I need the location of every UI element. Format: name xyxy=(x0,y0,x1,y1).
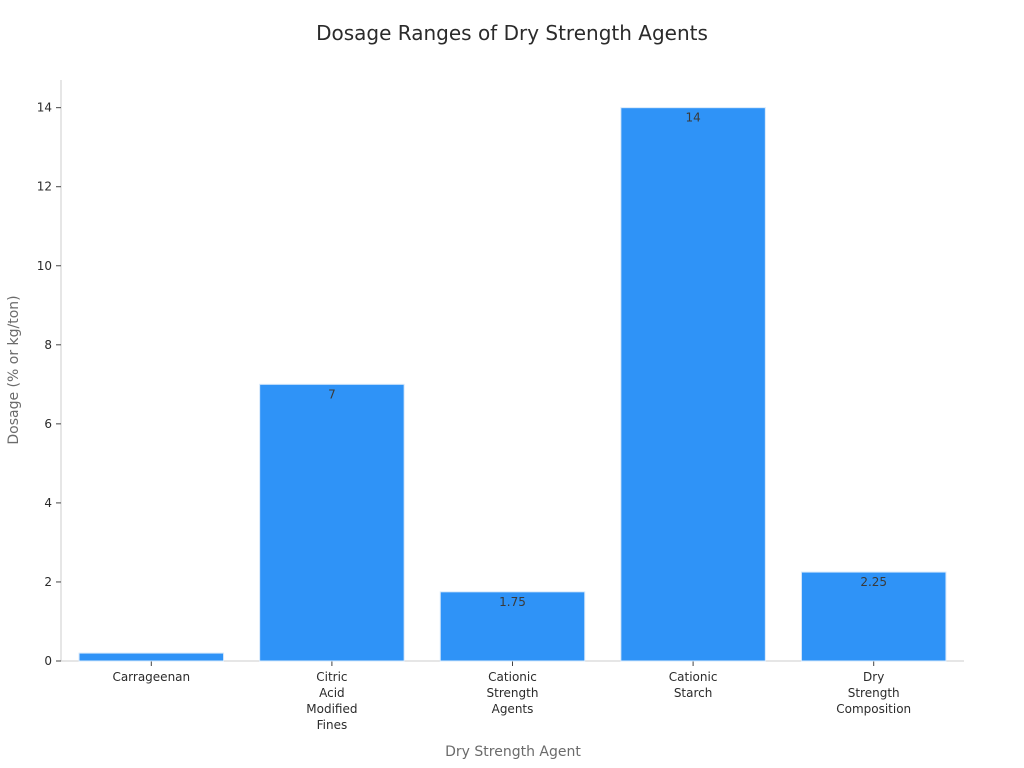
y-tick-label: 4 xyxy=(44,496,52,510)
x-tick-label-line: Dry xyxy=(863,670,884,684)
x-tick-label: Carrageenan xyxy=(112,670,190,684)
y-tick-label: 10 xyxy=(37,259,52,273)
x-tick-label-line: Citric xyxy=(316,670,347,684)
y-tick-label: 2 xyxy=(44,575,52,589)
x-tick-label-line: Acid xyxy=(319,686,345,700)
data-label: 2.25 xyxy=(860,575,887,589)
x-tick-label-line: Strength xyxy=(487,686,539,700)
x-tick-label-line: Cationic xyxy=(669,670,718,684)
x-tick-label-line: Cationic xyxy=(488,670,537,684)
x-tick-label: Citric Acid Modified Fines xyxy=(306,670,357,732)
data-label: 14 xyxy=(685,111,700,125)
x-axis-title: Dry Strength Agent xyxy=(445,744,581,760)
x-tick-label: Cationic Strength Agents xyxy=(487,670,539,716)
x-tick-label-line: Strength xyxy=(848,686,900,700)
data-label: 1.75 xyxy=(499,595,526,609)
x-tick-label-line: Modified xyxy=(306,702,357,716)
x-tick-label: Cationic Starch xyxy=(669,670,718,700)
data-labels: 7 1.75 14 2.25 xyxy=(328,111,887,609)
bar xyxy=(620,107,766,662)
bar xyxy=(439,591,586,662)
x-tick-label-line: Fines xyxy=(317,718,348,732)
chart-title: Dosage Ranges of Dry Strength Agents xyxy=(316,21,708,45)
y-tick-label: 0 xyxy=(44,654,52,668)
x-tick-label-line: Starch xyxy=(674,686,713,700)
x-tick-label: Dry Strength Composition xyxy=(836,670,911,716)
y-tick-label: 6 xyxy=(44,417,52,431)
data-label: 7 xyxy=(328,387,336,401)
bar xyxy=(259,383,405,662)
x-tick-label-line: Composition xyxy=(836,702,911,716)
x-axis: Carrageenan Citric Acid Modified Fines Cation… xyxy=(61,660,964,732)
y-tick-label: 14 xyxy=(37,101,52,115)
x-tick-label-line: Carrageenan xyxy=(112,670,190,684)
y-axis: 0 2 4 6 8 10 12 14 xyxy=(37,80,62,668)
y-axis-title: Dosage (% or kg/ton) xyxy=(6,295,22,444)
bars xyxy=(78,107,947,662)
x-tick-label-line: Agents xyxy=(492,702,534,716)
bar xyxy=(78,652,225,662)
y-tick-label: 12 xyxy=(37,180,52,194)
y-tick-label: 8 xyxy=(44,338,52,352)
bar xyxy=(800,571,947,662)
